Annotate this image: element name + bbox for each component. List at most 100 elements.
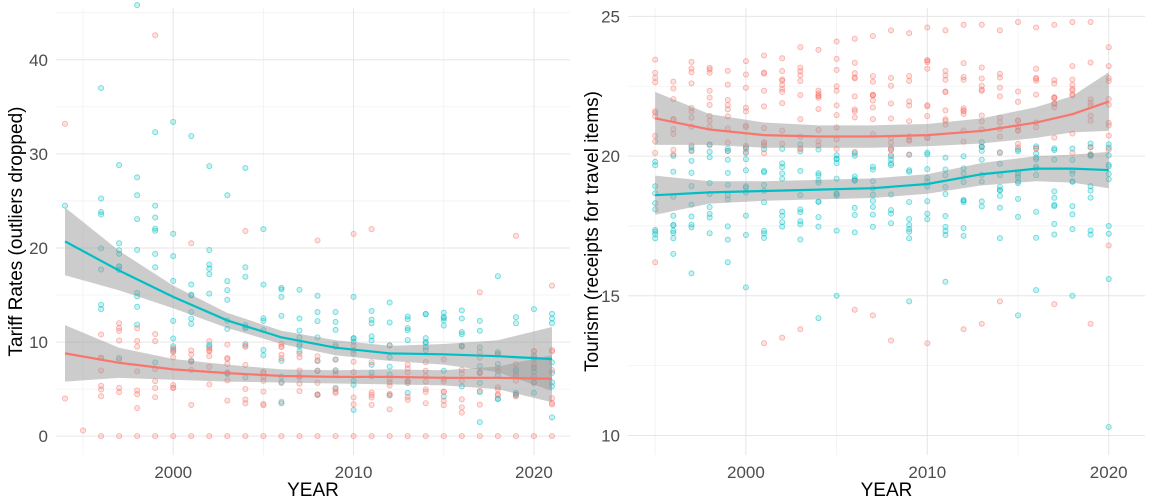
- data-point: [779, 175, 786, 182]
- data-point: [368, 401, 375, 408]
- data-point: [888, 210, 895, 217]
- data-point: [188, 351, 195, 358]
- data-point: [98, 209, 105, 216]
- data-point: [458, 328, 465, 335]
- data-point: [815, 315, 822, 322]
- data-point: [906, 215, 913, 222]
- data-point: [350, 335, 357, 342]
- data-point: [779, 212, 786, 219]
- data-point: [742, 284, 749, 291]
- data-point: [851, 229, 858, 236]
- data-point: [1033, 287, 1040, 294]
- data-point: [458, 433, 465, 440]
- data-point: [404, 313, 411, 320]
- data-point: [386, 363, 393, 370]
- data-point: [206, 290, 213, 297]
- data-point: [688, 169, 695, 176]
- grid: [628, 8, 1145, 455]
- data-point: [996, 27, 1003, 34]
- data-point: [206, 271, 213, 278]
- data-point: [1105, 146, 1112, 153]
- data-point: [98, 195, 105, 202]
- data-point: [742, 150, 749, 157]
- data-point: [116, 433, 123, 440]
- data-point: [761, 52, 768, 59]
- data-point: [906, 102, 913, 109]
- data-point: [724, 102, 731, 109]
- data-point: [906, 235, 913, 242]
- data-point: [724, 156, 731, 163]
- data-point: [314, 308, 321, 315]
- data-point: [833, 66, 840, 73]
- data-point: [851, 108, 858, 115]
- data-point: [458, 404, 465, 411]
- data-point: [188, 401, 195, 408]
- data-point: [652, 79, 659, 86]
- y-tick-label: 15: [601, 287, 620, 306]
- data-point: [278, 284, 285, 291]
- data-point: [742, 58, 749, 65]
- data-point: [833, 55, 840, 62]
- data-point: [706, 64, 713, 71]
- data-point: [422, 310, 429, 317]
- data-point: [440, 433, 447, 440]
- data-point: [869, 116, 876, 123]
- data-point: [1033, 143, 1040, 150]
- data-point: [779, 170, 786, 177]
- data-point: [1105, 132, 1112, 139]
- data-point: [368, 226, 375, 233]
- data-point: [1033, 234, 1040, 241]
- data-point: [960, 60, 967, 67]
- data-point: [188, 347, 195, 354]
- data-point: [996, 298, 1003, 305]
- data-point: [924, 210, 931, 217]
- data-point: [278, 398, 285, 405]
- x-tick-label: 2000: [727, 463, 765, 482]
- data-point: [404, 393, 411, 400]
- data-point: [1105, 223, 1112, 230]
- data-point: [404, 337, 411, 344]
- data-point: [761, 103, 768, 110]
- data-point: [134, 433, 141, 440]
- data-point: [1087, 320, 1094, 327]
- data-point: [761, 340, 768, 347]
- data-point: [797, 218, 804, 225]
- data-point: [260, 433, 267, 440]
- data-point: [851, 59, 858, 66]
- data-point: [476, 327, 483, 334]
- data-point: [458, 396, 465, 403]
- data-point: [332, 308, 339, 315]
- data-point: [512, 314, 519, 321]
- data-point: [996, 192, 1003, 199]
- data-point: [1051, 301, 1058, 308]
- data-point: [368, 433, 375, 440]
- data-point: [815, 46, 822, 53]
- data-point: [833, 227, 840, 234]
- data-point: [924, 198, 931, 205]
- data-point: [134, 2, 141, 9]
- data-point: [815, 105, 822, 112]
- data-point: [170, 335, 177, 342]
- data-point: [924, 166, 931, 173]
- trend-line: [654, 100, 1110, 138]
- x-tick-label: 2020: [1090, 463, 1128, 482]
- data-point: [368, 337, 375, 344]
- data-point: [152, 378, 159, 385]
- data-point: [688, 80, 695, 87]
- data-point: [906, 98, 913, 105]
- data-point: [688, 224, 695, 231]
- data-point: [206, 347, 213, 354]
- data-point: [458, 409, 465, 416]
- x-tick-label: 2000: [154, 463, 192, 482]
- data-point: [851, 150, 858, 157]
- data-point: [924, 59, 931, 66]
- data-point: [152, 32, 159, 39]
- data-point: [134, 303, 141, 310]
- data-point: [761, 69, 768, 76]
- data-point: [688, 58, 695, 65]
- data-point: [350, 433, 357, 440]
- data-point: [797, 326, 804, 333]
- data-point: [888, 115, 895, 122]
- data-point: [278, 286, 285, 293]
- data-point: [670, 152, 677, 159]
